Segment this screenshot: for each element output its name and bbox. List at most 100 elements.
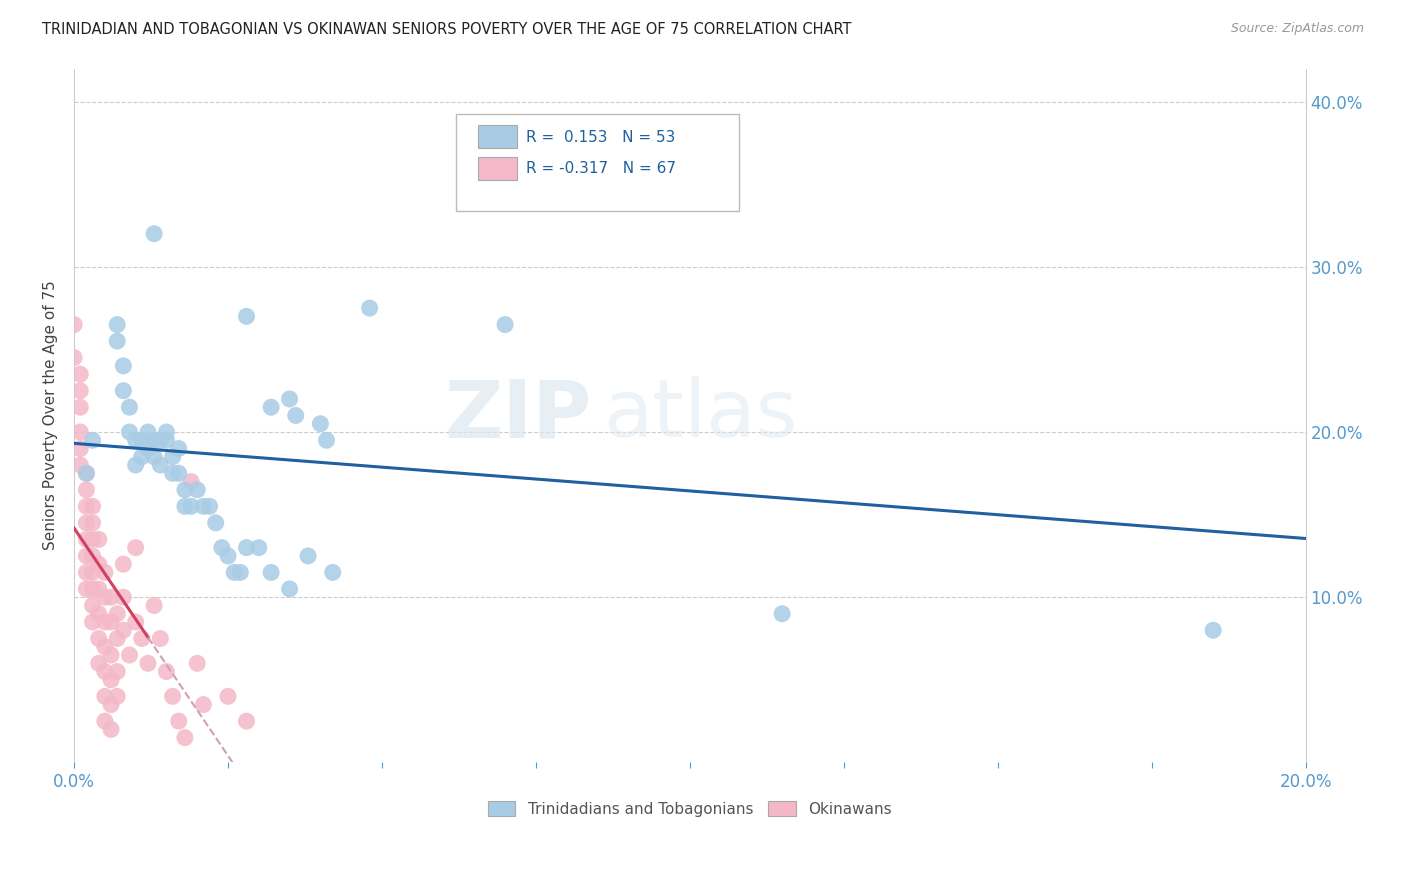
Point bbox=[87, 657, 110, 671]
Point bbox=[211, 541, 233, 555]
Point bbox=[155, 434, 177, 448]
Point bbox=[186, 657, 208, 671]
Point bbox=[224, 566, 246, 580]
Point bbox=[235, 541, 257, 555]
Point bbox=[69, 384, 91, 398]
Point bbox=[174, 500, 197, 514]
Point bbox=[82, 533, 104, 547]
Point bbox=[82, 500, 104, 514]
Text: TRINIDADIAN AND TOBAGONIAN VS OKINAWAN SENIORS POVERTY OVER THE AGE OF 75 CORREL: TRINIDADIAN AND TOBAGONIAN VS OKINAWAN S… bbox=[42, 22, 852, 37]
Point bbox=[136, 657, 159, 671]
Point bbox=[235, 310, 257, 324]
Point bbox=[82, 615, 104, 629]
Point bbox=[75, 483, 97, 497]
Text: R =  0.153   N = 53: R = 0.153 N = 53 bbox=[526, 129, 675, 145]
Point bbox=[143, 227, 166, 241]
Point bbox=[118, 401, 141, 415]
Point bbox=[69, 458, 91, 472]
Point bbox=[124, 541, 146, 555]
Point bbox=[94, 615, 117, 629]
Point bbox=[75, 533, 97, 547]
Point bbox=[75, 566, 97, 580]
Point bbox=[69, 442, 91, 456]
Point bbox=[112, 557, 135, 571]
Point bbox=[100, 615, 122, 629]
Point bbox=[87, 533, 110, 547]
Point bbox=[359, 301, 381, 315]
Point bbox=[94, 640, 117, 654]
Point bbox=[69, 367, 91, 381]
Point bbox=[82, 516, 104, 530]
Point bbox=[100, 591, 122, 605]
Text: R = -0.317   N = 67: R = -0.317 N = 67 bbox=[526, 161, 676, 176]
Point bbox=[174, 483, 197, 497]
Point bbox=[284, 409, 307, 423]
FancyBboxPatch shape bbox=[478, 126, 517, 148]
Point bbox=[69, 425, 91, 439]
Point bbox=[162, 450, 184, 464]
Point bbox=[75, 582, 97, 596]
Point bbox=[112, 624, 135, 638]
Point bbox=[198, 500, 221, 514]
Point bbox=[136, 442, 159, 456]
Point bbox=[118, 648, 141, 662]
Point bbox=[229, 566, 252, 580]
Point bbox=[87, 582, 110, 596]
Point bbox=[94, 665, 117, 679]
Point bbox=[260, 566, 283, 580]
Point bbox=[105, 318, 128, 332]
Point bbox=[143, 599, 166, 613]
Point bbox=[149, 458, 172, 472]
Point bbox=[100, 648, 122, 662]
Point bbox=[75, 467, 97, 481]
Point bbox=[235, 714, 257, 728]
Point bbox=[100, 698, 122, 712]
Point bbox=[180, 475, 202, 489]
Point bbox=[82, 599, 104, 613]
Point bbox=[82, 582, 104, 596]
Point bbox=[260, 401, 283, 415]
Point bbox=[155, 665, 177, 679]
Point bbox=[297, 549, 319, 563]
Point bbox=[105, 632, 128, 646]
Point bbox=[204, 516, 226, 530]
Point bbox=[124, 615, 146, 629]
Point bbox=[82, 434, 104, 448]
Point bbox=[162, 467, 184, 481]
Point bbox=[131, 632, 153, 646]
Point bbox=[155, 425, 177, 439]
Point bbox=[167, 467, 190, 481]
Point bbox=[112, 359, 135, 373]
Point bbox=[278, 392, 301, 406]
Point bbox=[87, 557, 110, 571]
Point bbox=[105, 665, 128, 679]
Point bbox=[167, 714, 190, 728]
Point bbox=[278, 582, 301, 596]
Point bbox=[679, 128, 702, 142]
Point bbox=[82, 566, 104, 580]
Point bbox=[174, 731, 197, 745]
Point bbox=[136, 425, 159, 439]
FancyBboxPatch shape bbox=[478, 157, 517, 179]
FancyBboxPatch shape bbox=[456, 113, 740, 211]
Point bbox=[315, 434, 337, 448]
Point bbox=[75, 549, 97, 563]
Point bbox=[322, 566, 344, 580]
Point bbox=[100, 673, 122, 687]
Point bbox=[69, 401, 91, 415]
Point bbox=[94, 566, 117, 580]
Point bbox=[105, 607, 128, 621]
Point bbox=[167, 442, 190, 456]
Point bbox=[143, 450, 166, 464]
Point bbox=[82, 549, 104, 563]
Point bbox=[309, 417, 332, 431]
Point bbox=[87, 632, 110, 646]
Point bbox=[112, 591, 135, 605]
Point bbox=[112, 384, 135, 398]
Point bbox=[180, 500, 202, 514]
Point bbox=[75, 516, 97, 530]
Point bbox=[149, 434, 172, 448]
Point bbox=[75, 467, 97, 481]
Point bbox=[105, 690, 128, 704]
Point bbox=[87, 607, 110, 621]
